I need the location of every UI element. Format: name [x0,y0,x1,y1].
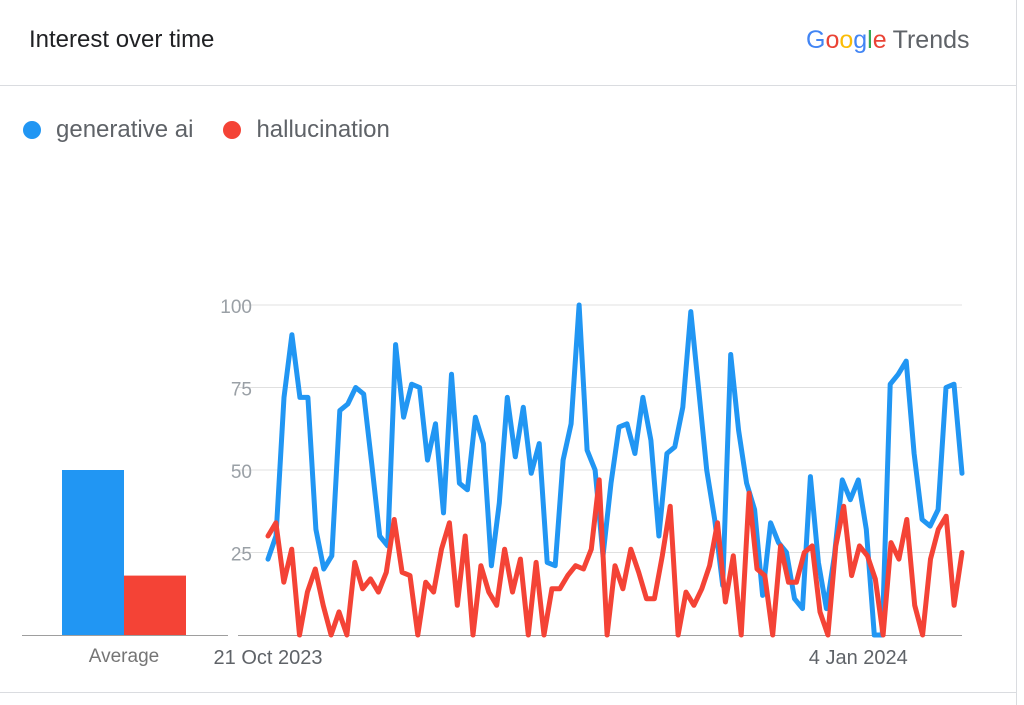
logo-letter: o [839,26,854,54]
y-tick-label: 100 [220,297,252,318]
logo-letter: l [867,26,873,54]
series-line-generative-ai [265,302,965,638]
legend-item-generative-ai[interactable]: generative ai [23,116,193,144]
logo-letter: e [872,26,887,54]
average-bar-hallucination [124,575,186,635]
card-header: Interest over time Google Trends [0,0,1017,86]
chart-legend: generative ai hallucination [23,116,420,144]
y-tick-label: 25 [231,545,252,566]
footer-divider [0,692,1017,693]
logo-trends-word: Trends [892,26,970,54]
average-bar-generative-ai [62,470,124,635]
legend-item-hallucination[interactable]: hallucination [223,116,390,144]
average-label: Average [89,646,159,667]
y-tick-label: 75 [231,380,252,401]
x-tick-label: 21 Oct 2023 [214,647,323,669]
y-tick-label: 50 [231,462,252,483]
legend-label-generative-ai: generative ai [56,116,194,143]
legend-dot-hallucination [223,121,242,139]
x-tick-label: 4 Jan 2024 [809,647,908,669]
card-title: Interest over time [29,26,215,53]
series-line-hallucination [265,477,965,638]
logo-letter: G [806,26,826,54]
logo-letter: o [825,26,840,54]
logo-letter: g [853,26,868,54]
legend-dot-generative-ai [23,121,41,139]
legend-label-hallucination: hallucination [256,116,390,143]
google-trends-logo[interactable]: Google Trends [806,26,970,55]
